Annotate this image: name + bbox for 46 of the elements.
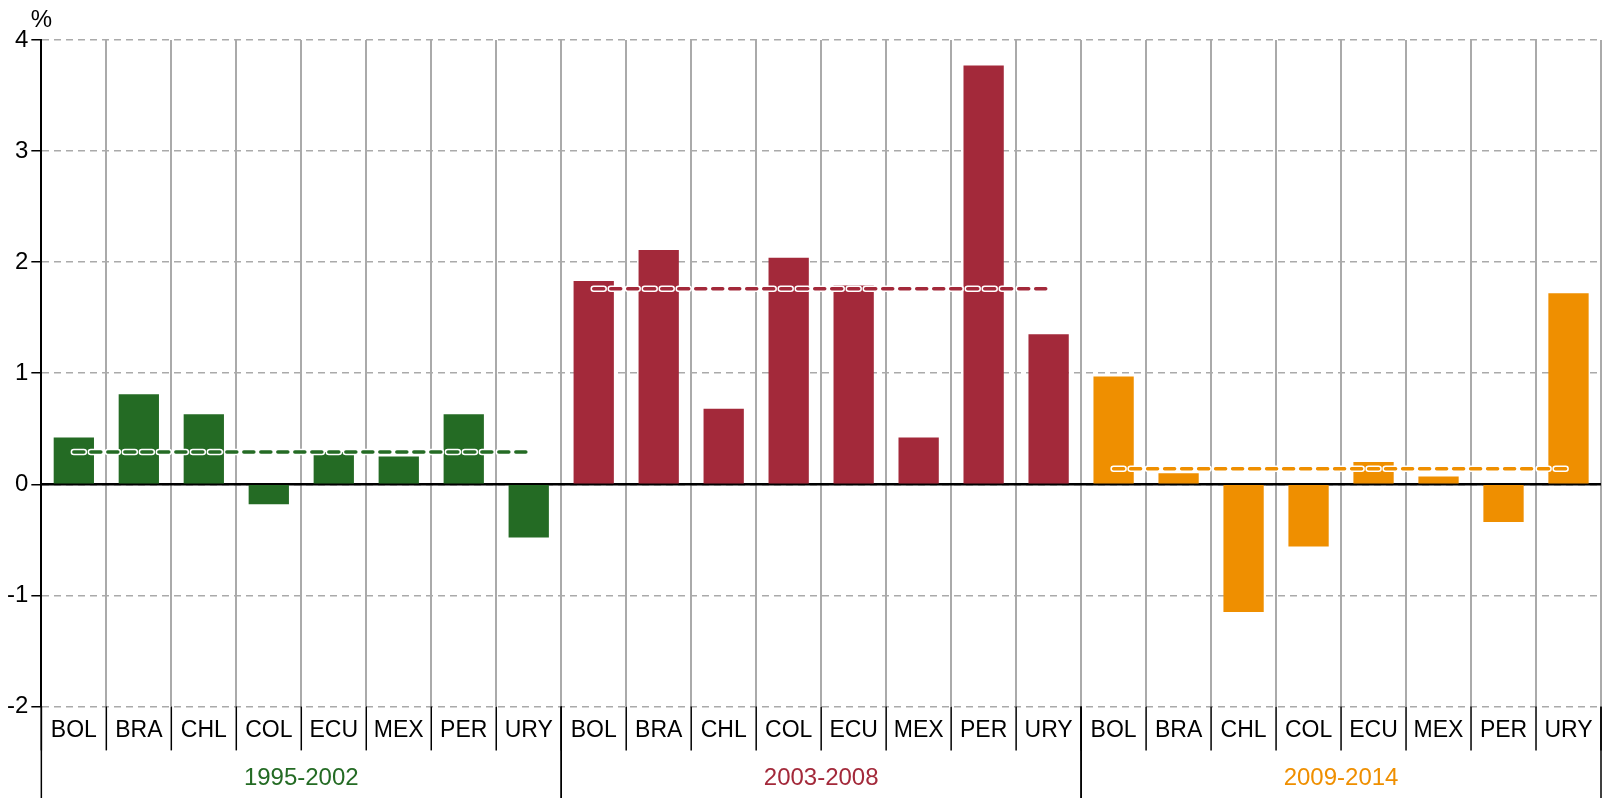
bar — [703, 408, 744, 484]
x-tick-label: MEX — [893, 715, 944, 742]
x-tick-label: URY — [504, 715, 553, 742]
y-tick-label: 3 — [14, 135, 29, 163]
x-tick-label: COL — [245, 715, 293, 742]
x-tick-label: PER — [959, 715, 1008, 742]
y-tick-label: -1 — [7, 579, 29, 607]
bar — [248, 485, 289, 505]
y-tick-label: 4 — [14, 24, 29, 52]
x-tick-label: URY — [1544, 715, 1593, 742]
y-tick-label: 2 — [14, 246, 29, 274]
x-tick-label: BOL — [1090, 715, 1137, 742]
x-tick-label: ECU — [309, 715, 359, 742]
x-tick-label: BRA — [635, 715, 684, 742]
bar — [898, 437, 939, 484]
x-tick-label: BOL — [570, 715, 617, 742]
bar — [1418, 476, 1459, 484]
bar — [1223, 485, 1264, 612]
y-tick-label: 1 — [14, 357, 29, 385]
x-tick-label: COL — [1284, 715, 1333, 742]
x-tick-label: ECU — [829, 715, 878, 742]
x-tick-label: ECU — [1349, 715, 1398, 742]
bar — [1028, 334, 1069, 484]
text: 2003-2008 — [763, 762, 879, 790]
x-tick-label: CHL — [180, 715, 228, 742]
y-tick-label: -2 — [7, 691, 29, 719]
x-tick-label: BOL — [50, 715, 98, 742]
bar — [1483, 485, 1524, 523]
x-tick-label: MEX — [1413, 715, 1464, 742]
bar — [1288, 485, 1329, 547]
text: 2009-2014 — [1283, 762, 1399, 790]
x-tick-label: CHL — [700, 715, 747, 742]
x-tick-label: CHL — [1220, 715, 1267, 742]
x-tick-label: BRA — [1154, 715, 1203, 742]
x-tick-label: BRA — [115, 715, 164, 742]
x-tick-label: MEX — [373, 715, 424, 742]
y-tick-label: 0 — [14, 468, 29, 496]
bar — [378, 456, 419, 484]
x-tick-label: COL — [765, 715, 813, 742]
y-axis-title: % — [30, 4, 53, 32]
text: 1995-2002 — [243, 762, 359, 790]
bar — [508, 485, 549, 538]
x-tick-label: PER — [440, 715, 488, 742]
x-tick-label: PER — [1479, 715, 1528, 742]
bar — [1158, 473, 1199, 484]
x-tick-label: URY — [1024, 715, 1073, 742]
